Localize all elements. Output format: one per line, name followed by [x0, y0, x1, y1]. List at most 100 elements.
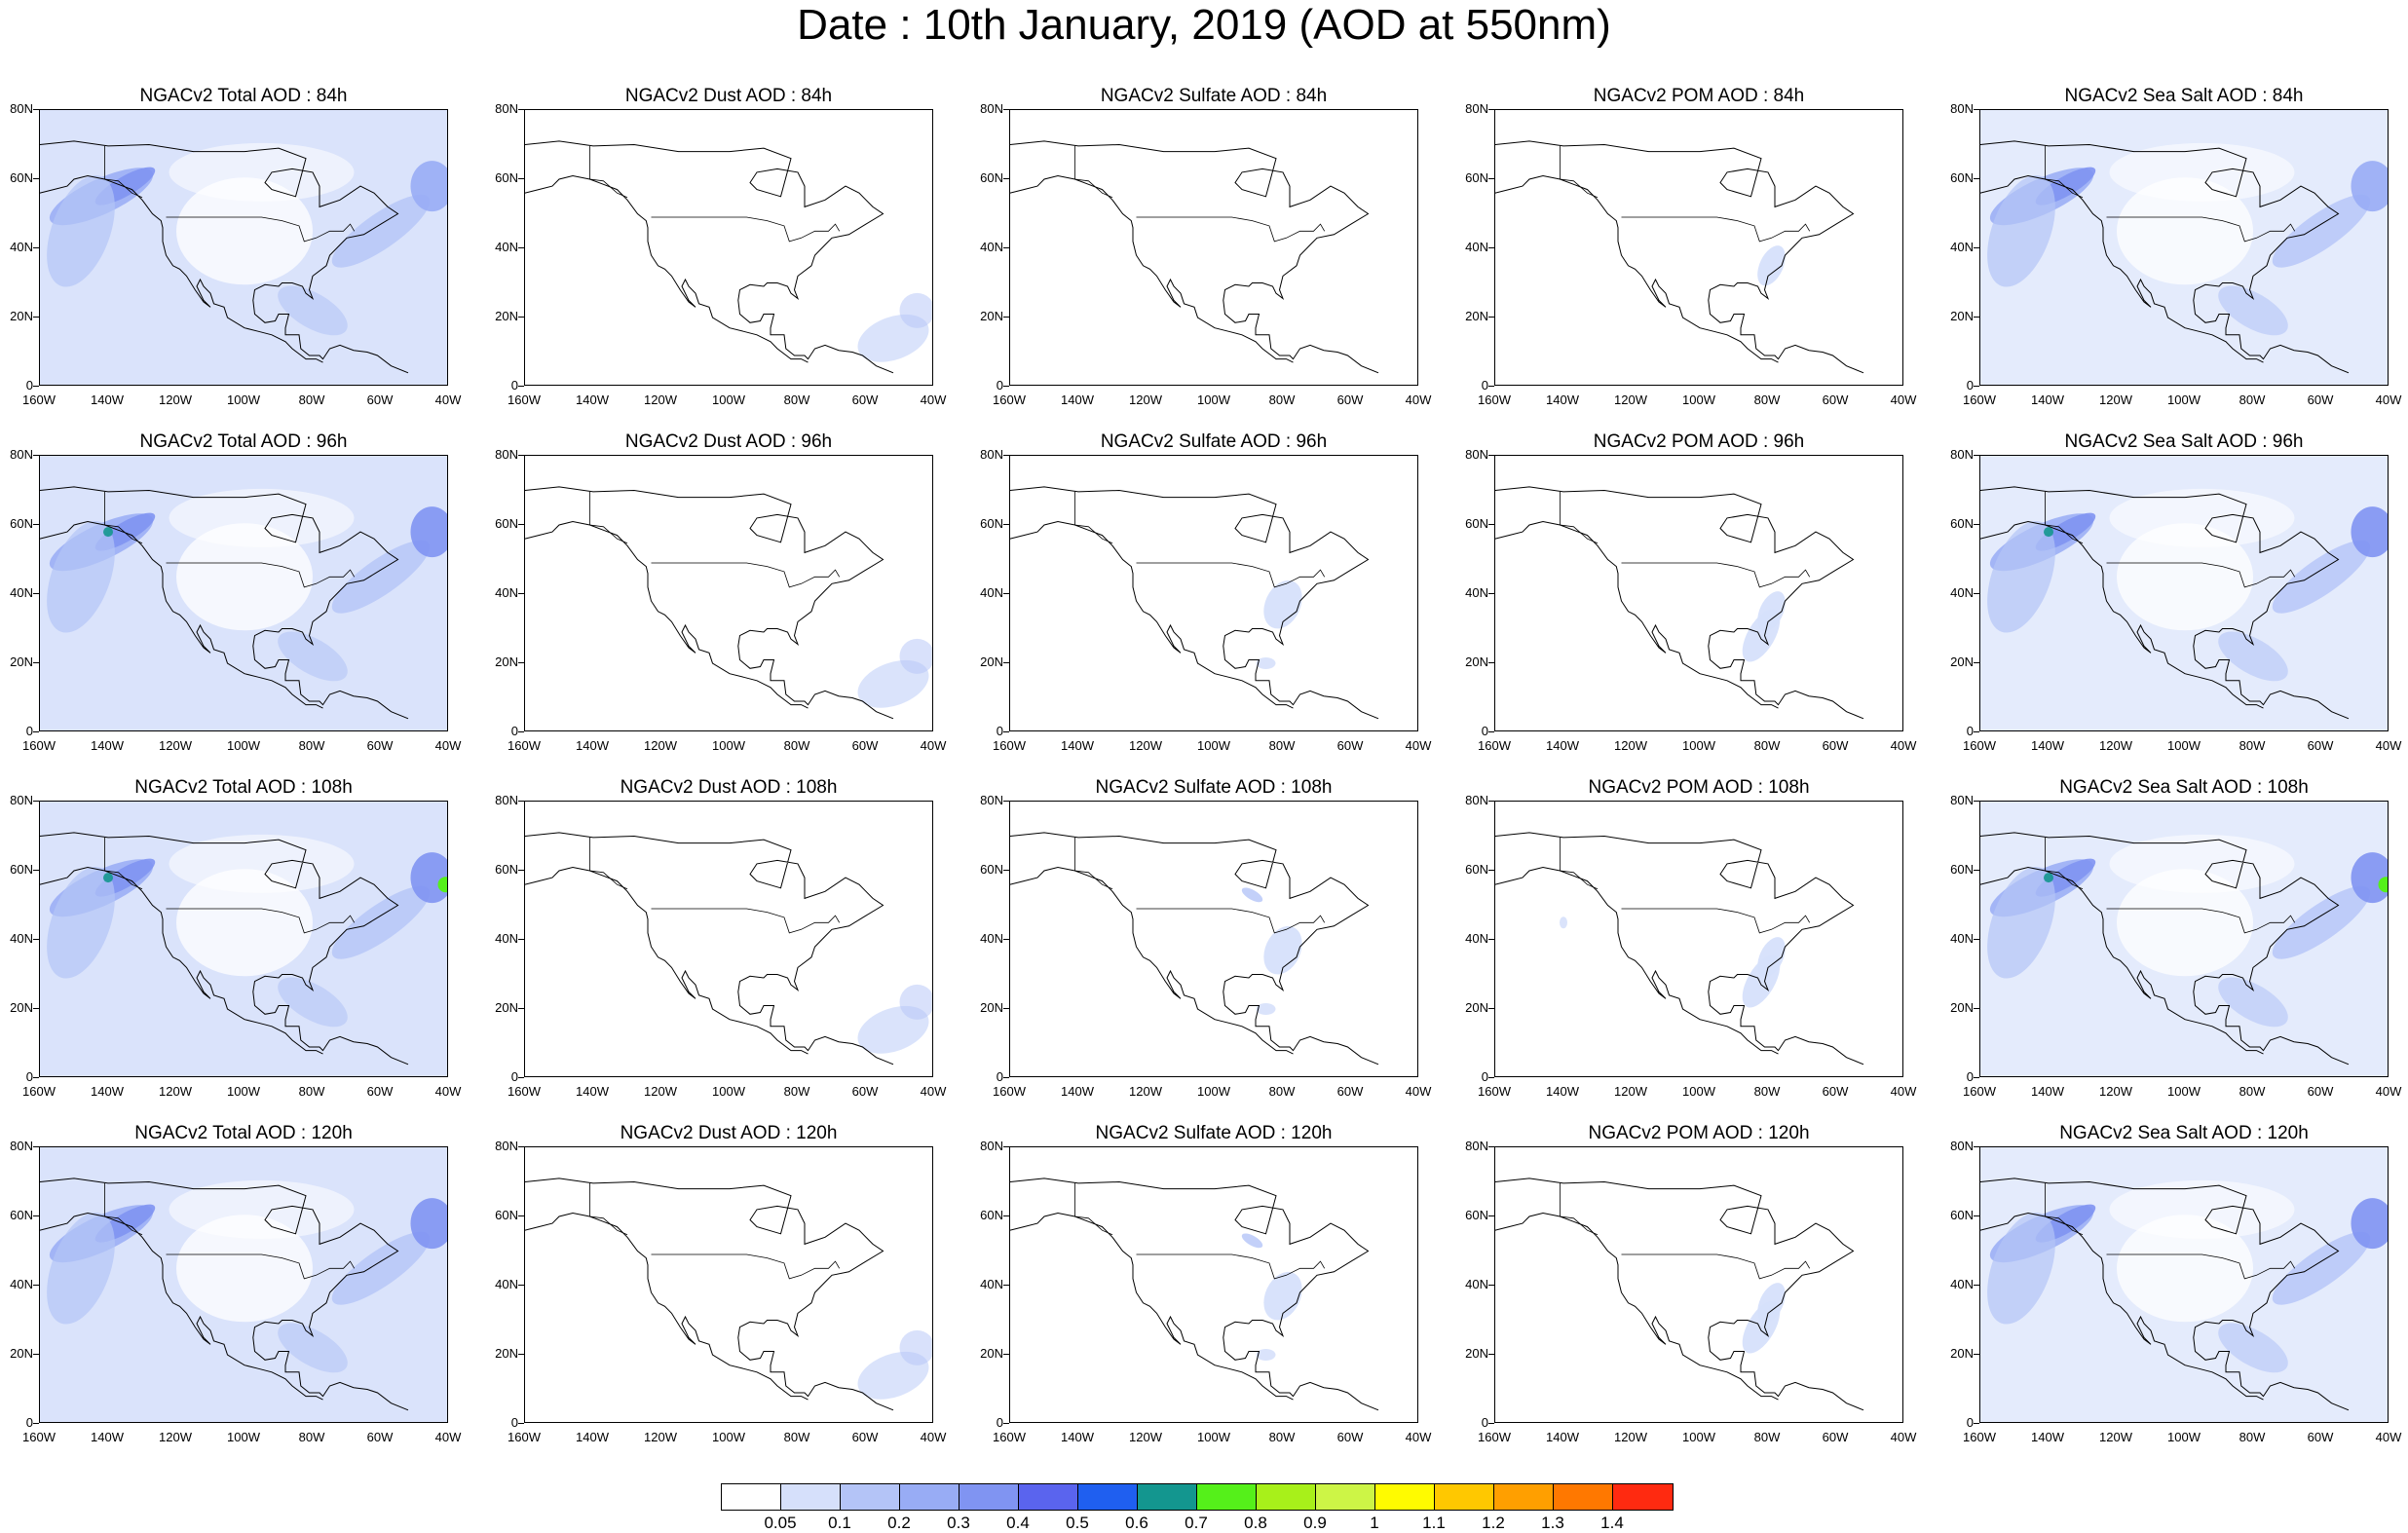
lon-tick-label: 60W [366, 1084, 394, 1099]
lon-tick-label: 140W [576, 738, 609, 753]
panel-title: NGACv2 Sea Salt AOD : 84h [2064, 86, 2304, 106]
alaska-border [2045, 145, 2084, 199]
lat-tick-mark [33, 1215, 39, 1216]
alaska-border [104, 837, 143, 890]
lat-tick-label: 20N [980, 1000, 1003, 1015]
us-canada-border [166, 216, 356, 243]
coastline-east [1495, 486, 1864, 720]
lat-tick-mark [518, 317, 524, 318]
lat-tick-mark [1488, 1423, 1494, 1424]
map-plot [524, 455, 933, 731]
map-plot [1009, 109, 1418, 386]
lon-tick-label: 40W [1405, 738, 1432, 753]
lat-tick-mark [1974, 317, 1979, 318]
us-canada-border [1621, 562, 1811, 588]
lat-tick-label: 0 [1481, 1069, 1488, 1084]
lat-tick-label: 40N [495, 931, 518, 946]
coastline-east [525, 1178, 894, 1411]
lat-tick-label: 60N [1465, 170, 1488, 185]
lon-tick-label: 140W [1061, 1430, 1094, 1444]
lat-tick-mark [1488, 524, 1494, 525]
lat-tick-label: 80N [980, 1139, 1003, 1153]
lon-tick-label: 40W [1405, 393, 1432, 407]
lat-tick-label: 40N [1465, 931, 1488, 946]
panel-title: NGACv2 Sulfate AOD : 96h [1100, 431, 1328, 452]
lat-tick-mark [1003, 1008, 1009, 1009]
lon-tick-label: 60W [851, 393, 879, 407]
lat-tick-label: 80N [1950, 793, 1974, 807]
map-panel-sulfate-row0: NGACv2 Sulfate AOD : 84h 80N 60N 40N 20N 0 160… [970, 86, 1438, 417]
alaska-border [1560, 145, 1599, 199]
aod-field-svg [1980, 802, 2388, 1076]
lon-tick-label: 40W [1890, 1430, 1917, 1444]
lon-tick-label: 120W [2099, 738, 2132, 753]
lat-tick-mark [1488, 1215, 1494, 1216]
aod-field-svg [40, 456, 447, 730]
lon-tick-label: 60W [851, 738, 879, 753]
lon-tick-label: 120W [1129, 738, 1162, 753]
coastline-east [1980, 140, 2350, 374]
colorbar-swatch [1316, 1484, 1375, 1510]
coastline-east [1495, 832, 1864, 1066]
lat-tick-label: 0 [1966, 724, 1974, 738]
lat-tick-label: 0 [25, 1415, 33, 1430]
coastline-west [40, 520, 323, 709]
lat-tick-mark [1488, 1008, 1494, 1009]
lat-tick-mark [1974, 801, 1979, 802]
map-panel-pom-row0: NGACv2 POM AOD : 84h 80N 60N 40N 20N 0 160W 140… [1455, 86, 1923, 417]
lon-tick-label: 160W [993, 1084, 1026, 1099]
coastline-west [525, 866, 809, 1055]
lon-tick-label: 100W [1197, 1084, 1230, 1099]
colorbar-swatch [1613, 1484, 1673, 1510]
map-plot [1494, 455, 1903, 731]
lat-tick-mark [1003, 939, 1009, 940]
map-panel-dust-row2: NGACv2 Dust AOD : 108h 80N 60N 40N 20N 0 160W 1… [485, 777, 953, 1108]
panel-title: NGACv2 Dust AOD : 84h [624, 86, 833, 106]
map-plot [524, 109, 933, 386]
lat-tick-mark [518, 524, 524, 525]
lon-tick-label: 160W [1963, 738, 1996, 753]
lat-tick-label: 60N [980, 1208, 1003, 1222]
coastline-west [40, 866, 323, 1055]
coastline-west [40, 1212, 323, 1401]
lat-tick-mark [1488, 386, 1494, 387]
aod-field-svg [1980, 110, 2388, 385]
lon-tick-label: 40W [1405, 1430, 1432, 1444]
coastline-west [1010, 866, 1294, 1055]
lon-tick-label: 100W [1682, 393, 1715, 407]
lat-tick-mark [518, 1077, 524, 1078]
lat-tick-label: 80N [10, 447, 33, 462]
lon-tick-label: 60W [1822, 1430, 1849, 1444]
lat-tick-mark [518, 178, 524, 179]
alaska-border [2045, 837, 2084, 890]
map-panel-dust-row3: NGACv2 Dust AOD : 120h 80N 60N 40N 20N 0 160W 1… [485, 1123, 953, 1454]
lat-tick-label: 0 [25, 724, 33, 738]
colorbar-label: 0.5 [1066, 1514, 1089, 1532]
lon-tick-label: 140W [2031, 738, 2064, 753]
lon-tick-label: 80W [1268, 1084, 1296, 1099]
lat-tick-mark [1003, 1215, 1009, 1216]
lat-tick-mark [1974, 247, 1979, 248]
us-canada-border [2106, 1253, 2296, 1280]
panel-title: NGACv2 POM AOD : 96h [1593, 431, 1805, 452]
lon-tick-label: 160W [1963, 1430, 1996, 1444]
lon-tick-label: 40W [2375, 738, 2402, 753]
lat-tick-label: 60N [1465, 516, 1488, 531]
map-panel-total-row2: NGACv2 Total AOD : 108h 80N 60N 40N 20N 0 160W… [0, 777, 468, 1108]
lat-tick-label: 0 [25, 378, 33, 393]
lat-tick-label: 0 [996, 378, 1003, 393]
map-plot [1494, 1146, 1903, 1423]
coastline-west [1495, 1212, 1779, 1401]
map-panel-total-row0: NGACv2 Total AOD : 84h 80N 60N 40N 20N 0 160W 1… [0, 86, 468, 417]
lat-tick-mark [1003, 1146, 1009, 1147]
lat-tick-mark [33, 386, 39, 387]
coastline-east [525, 832, 894, 1066]
lat-tick-mark [1974, 455, 1979, 456]
lat-tick-label: 40N [980, 240, 1003, 254]
map-plot [1979, 1146, 2389, 1423]
lat-tick-mark [1003, 731, 1009, 732]
lat-tick-mark [33, 247, 39, 248]
lat-tick-label: 80N [1950, 1139, 1974, 1153]
lon-tick-label: 120W [1614, 393, 1647, 407]
lat-tick-label: 60N [1950, 862, 1974, 877]
